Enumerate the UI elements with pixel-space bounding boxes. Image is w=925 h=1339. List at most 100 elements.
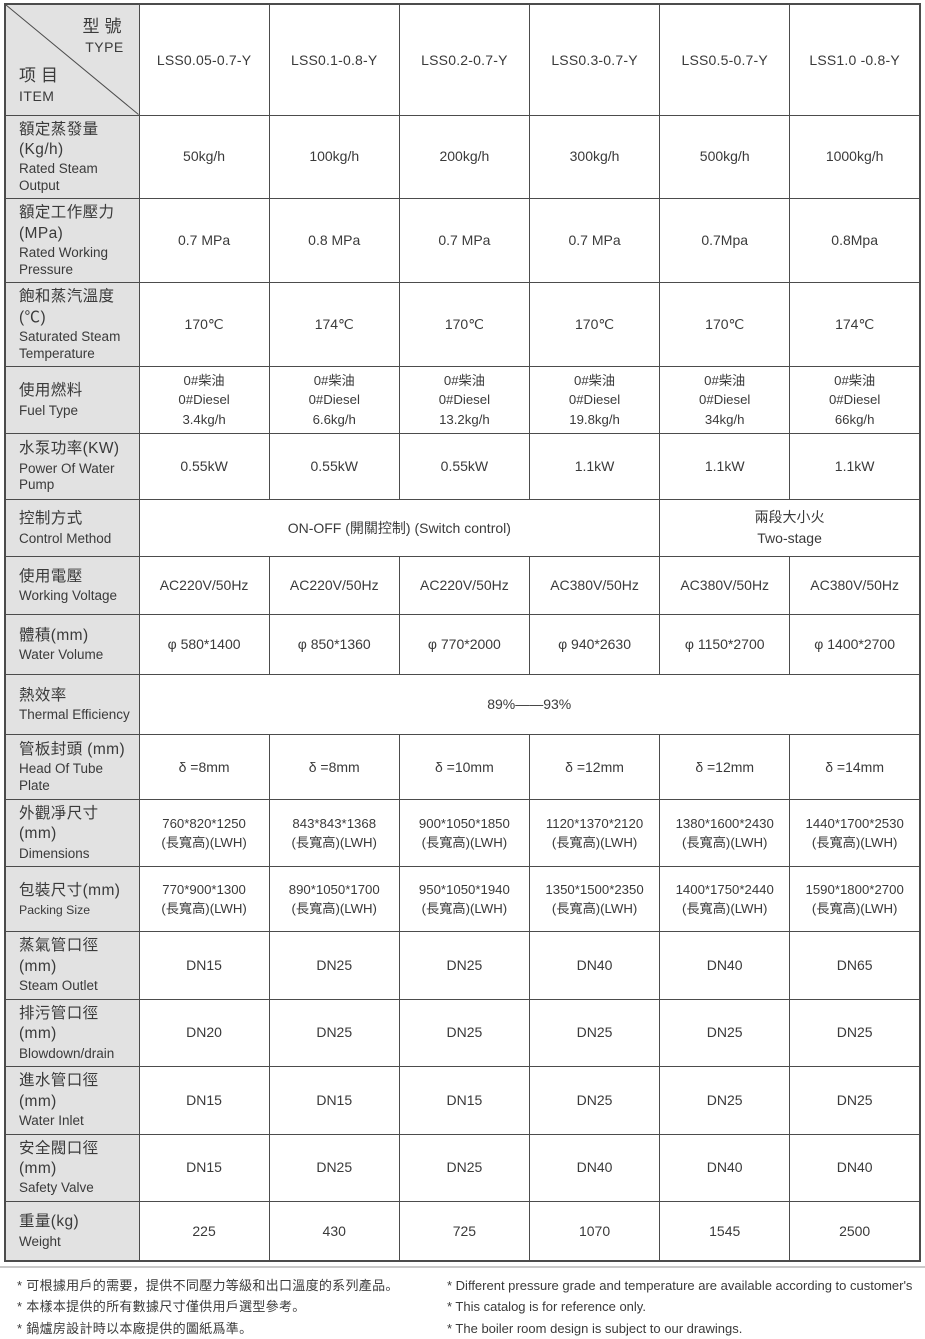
dimensions-value: 760*820*1250 (長寬高)(LWH) bbox=[138, 799, 270, 868]
row-label-thermal-efficiency: 熱效率 Thermal Efficiency bbox=[4, 674, 140, 736]
row-label-safety-valve: 安全閥口徑(mm) Safety Valve bbox=[4, 1133, 140, 1202]
diagonal-divider-line bbox=[6, 5, 139, 115]
bottom-divider bbox=[0, 1266, 925, 1269]
weight-value: 1545 bbox=[659, 1200, 791, 1262]
weight-value: 1070 bbox=[528, 1200, 661, 1262]
weight-value: 430 bbox=[268, 1200, 400, 1262]
safety-valve-value: DN25 bbox=[398, 1133, 530, 1202]
fuel-type-value: 0#柴油 0#Diesel 6.6kg/h bbox=[268, 366, 400, 435]
row-label-zh: 水泵功率(KW) bbox=[19, 440, 120, 458]
working-pressure-value: 0.7 MPa bbox=[138, 198, 270, 284]
blowdown-drain-value: DN25 bbox=[659, 998, 791, 1068]
control-method-onoff-value: ON-OFF (開關控制) (Switch control) bbox=[138, 499, 661, 558]
weight-value: 2500 bbox=[789, 1200, 921, 1262]
water-volume-value: φ 1150*2700 bbox=[659, 614, 791, 676]
control-method-twostage-value: 兩段大小火 Two-stage bbox=[659, 499, 921, 558]
steam-outlet-value: DN40 bbox=[528, 931, 661, 1000]
steam-temperature-value: 170℃ bbox=[398, 282, 530, 368]
tube-plate-value: δ =8mm bbox=[138, 734, 270, 801]
blowdown-drain-value: DN25 bbox=[528, 998, 661, 1068]
row-label-water-volume: 體積(mm) Water Volume bbox=[4, 614, 140, 676]
tube-plate-value: δ =12mm bbox=[659, 734, 791, 801]
safety-valve-value: DN40 bbox=[659, 1133, 791, 1202]
row-label-blowdown-drain: 排污管口徑(mm) Blowdown/drain bbox=[4, 998, 140, 1068]
working-pressure-value: 0.7 MPa bbox=[398, 198, 530, 284]
steam-temperature-value: 170℃ bbox=[138, 282, 270, 368]
row-label-water-pump-power: 水泵功率(KW) Power Of Water Pump bbox=[4, 433, 140, 501]
working-voltage-value: AC380V/50Hz bbox=[659, 556, 791, 616]
working-voltage-value: AC380V/50Hz bbox=[528, 556, 661, 616]
working-pressure-value: 0.8 MPa bbox=[268, 198, 400, 284]
boiler-spec-table: 型號 TYPE 项目 ITEM LSS0.05-0.7-Y LSS0.1-0.8… bbox=[4, 3, 921, 1263]
packing-size-value: 950*1050*1940 (長寬高)(LWH) bbox=[398, 866, 530, 933]
weight-value: 725 bbox=[398, 1200, 530, 1262]
row-label-en: Steam Outlet bbox=[19, 978, 98, 994]
working-voltage-value: AC220V/50Hz bbox=[398, 556, 530, 616]
table-row: 水泵功率(KW) Power Of Water Pump 0.55kW 0.55… bbox=[4, 433, 921, 501]
dimensions-value: 900*1050*1850 (長寬高)(LWH) bbox=[398, 799, 530, 868]
table-row: 額定工作壓力(MPa) Rated Working Pressure 0.7 M… bbox=[4, 198, 921, 284]
working-voltage-value: AC380V/50Hz bbox=[789, 556, 921, 616]
steam-outlet-value: DN25 bbox=[268, 931, 400, 1000]
row-label-en: Head Of Tube Plate bbox=[19, 761, 104, 793]
note-zh: * 可根據用戶的需要，提供不同壓力等級和出口溫度的系列產品。 bbox=[17, 1278, 399, 1294]
row-label-en: Rated Steam Output bbox=[19, 161, 98, 193]
packing-size-value: 1400*1750*2440 (長寬高)(LWH) bbox=[659, 866, 791, 933]
model-header: LSS1.0 -0.8-Y bbox=[789, 3, 921, 116]
row-label-en: Safety Valve bbox=[19, 1180, 94, 1196]
corner-item-zh: 项目 bbox=[19, 65, 63, 85]
blowdown-drain-value: DN25 bbox=[789, 998, 921, 1068]
fuel-type-value: 0#柴油 0#Diesel 66kg/h bbox=[789, 366, 921, 435]
steam-output-value: 1000kg/h bbox=[789, 114, 921, 200]
dimensions-value: 1380*1600*2430 (長寬高)(LWH) bbox=[659, 799, 791, 868]
packing-size-value: 770*900*1300 (長寬高)(LWH) bbox=[138, 866, 270, 933]
table-row: 體積(mm) Water Volume φ 580*1400 φ 850*136… bbox=[4, 614, 921, 676]
table-row: 排污管口徑(mm) Blowdown/drain DN20 DN25 DN25 … bbox=[4, 998, 921, 1068]
footnotes-chinese: * 可根據用戶的需要，提供不同壓力等級和出口溫度的系列產品。 * 本樣本提供的所… bbox=[17, 1275, 399, 1338]
water-inlet-value: DN15 bbox=[268, 1066, 400, 1135]
table-row: 重量(kg) Weight 225 430 725 1070 1545 2500 bbox=[4, 1200, 921, 1262]
row-label-en: Weight bbox=[19, 1233, 61, 1249]
water-volume-value: φ 940*2630 bbox=[528, 614, 661, 676]
water-inlet-value: DN25 bbox=[528, 1066, 661, 1135]
row-label-control-method: 控制方式 Control Method bbox=[4, 499, 140, 558]
fuel-type-value: 0#柴油 0#Diesel 13.2kg/h bbox=[398, 366, 530, 435]
tube-plate-value: δ =12mm bbox=[528, 734, 661, 801]
row-label-zh: 重量(kg) bbox=[19, 1213, 80, 1231]
blowdown-drain-value: DN25 bbox=[398, 998, 530, 1068]
model-header: LSS0.3-0.7-Y bbox=[528, 3, 661, 116]
row-label-en: Control Method bbox=[19, 530, 112, 546]
row-label-fuel-type: 使用燃料 Fuel Type bbox=[4, 366, 140, 435]
table-row: 進水管口徑(mm) Water Inlet DN15 DN15 DN15 DN2… bbox=[4, 1066, 921, 1135]
blowdown-drain-value: DN20 bbox=[138, 998, 270, 1068]
working-voltage-value: AC220V/50Hz bbox=[268, 556, 400, 616]
row-label-en: Water Inlet bbox=[19, 1113, 84, 1129]
row-label-zh: 排污管口徑(mm) bbox=[19, 1004, 99, 1043]
table-row: 管板封頭 (mm) Head Of Tube Plate δ =8mm δ =8… bbox=[4, 734, 921, 801]
row-label-en: Blowdown/drain bbox=[19, 1045, 115, 1061]
steam-outlet-value: DN65 bbox=[789, 931, 921, 1000]
packing-size-value: 1590*1800*2700 (長寬高)(LWH) bbox=[789, 866, 921, 933]
row-label-zh: 額定蒸發量(Kg/h) bbox=[19, 120, 99, 158]
steam-temperature-value: 170℃ bbox=[528, 282, 661, 368]
pump-power-value: 0.55kW bbox=[268, 433, 400, 501]
row-label-saturated-steam-temperature: 飽和蒸汽溫度(℃) Saturated Steam Temperature bbox=[4, 282, 140, 368]
row-label-zh: 額定工作壓力(MPa) bbox=[19, 204, 115, 242]
row-label-head-of-tube-plate: 管板封頭 (mm) Head Of Tube Plate bbox=[4, 734, 140, 801]
row-label-packing-size: 包裝尺寸(mm) Packing Size bbox=[4, 866, 140, 933]
row-label-zh: 控制方式 bbox=[19, 510, 83, 528]
steam-outlet-value: DN40 bbox=[659, 931, 791, 1000]
row-label-zh: 外觀凈尺寸(mm) bbox=[19, 805, 99, 843]
row-label-en: Thermal Efficiency bbox=[19, 707, 130, 723]
steam-output-value: 100kg/h bbox=[268, 114, 400, 200]
row-label-zh: 熱效率 bbox=[19, 686, 67, 704]
packing-size-value: 890*1050*1700 (長寬高)(LWH) bbox=[268, 866, 400, 933]
water-volume-value: φ 580*1400 bbox=[138, 614, 270, 676]
row-label-en: Working Voltage bbox=[19, 588, 118, 604]
weight-value: 225 bbox=[138, 1200, 270, 1262]
note-en: * The boiler room design is subject to o… bbox=[447, 1320, 743, 1336]
pump-power-value: 0.55kW bbox=[138, 433, 270, 501]
safety-valve-value: DN15 bbox=[138, 1133, 270, 1202]
model-header: LSS0.2-0.7-Y bbox=[398, 3, 530, 116]
row-label-working-voltage: 使用電壓 Working Voltage bbox=[4, 556, 140, 616]
